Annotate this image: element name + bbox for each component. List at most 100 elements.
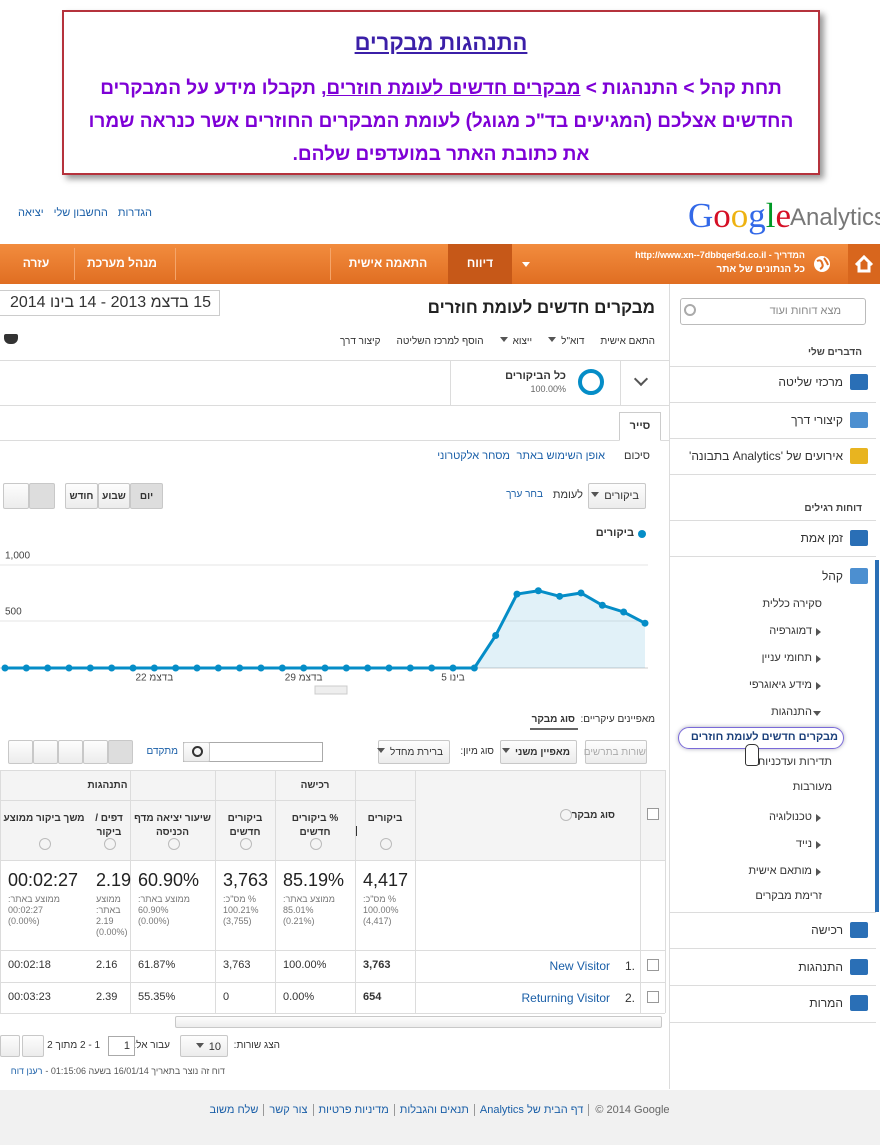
point bbox=[321, 664, 329, 672]
nav-separator bbox=[330, 248, 331, 280]
sidebar-subitem[interactable]: מידע גיאוגרפי bbox=[748, 679, 812, 691]
sidebar-subitem[interactable]: תדירות ועדכניות bbox=[757, 756, 832, 768]
separator bbox=[0, 360, 669, 361]
sidebar-item[interactable]: התנהגות bbox=[798, 960, 843, 974]
sidebar-subitem[interactable]: טכנולוגיה bbox=[768, 811, 812, 823]
toolbar-item[interactable]: ייצוא bbox=[500, 336, 533, 347]
row-cell: 3,763 bbox=[363, 959, 391, 971]
toolbar-item[interactable]: הוסף למרכז השליטה bbox=[396, 336, 484, 347]
view-button[interactable] bbox=[108, 740, 133, 764]
column-header[interactable]: % ביקורים חדשים bbox=[291, 813, 339, 838]
row-checkbox[interactable] bbox=[647, 991, 659, 1003]
sidebar-item[interactable]: המרות bbox=[809, 996, 843, 1010]
date-range[interactable]: 15 בדצמ 2013 - 14 בינו 2014 bbox=[0, 290, 220, 316]
view-button[interactable] bbox=[33, 740, 58, 764]
footer-link[interactable]: דף הבית של Analytics bbox=[475, 1104, 590, 1116]
separator bbox=[665, 770, 666, 1013]
subtab[interactable]: אופן השימוש באתר bbox=[516, 450, 606, 462]
row-cell: 100.00% bbox=[283, 959, 327, 971]
view-button[interactable] bbox=[58, 740, 83, 764]
explorer-tab[interactable]: סייר bbox=[619, 412, 661, 441]
point bbox=[108, 664, 116, 672]
sidebar-subitem[interactable]: מעורבות bbox=[792, 781, 832, 793]
secondary-dim[interactable]: מאפיין משני bbox=[500, 740, 577, 764]
sidebar-item[interactable]: זמן אמת bbox=[800, 531, 843, 545]
row-name[interactable]: New Visitor bbox=[549, 959, 610, 973]
header-link[interactable]: הגדרות bbox=[117, 207, 152, 219]
refresh-link[interactable]: רענן דוח bbox=[10, 1066, 43, 1076]
sidebar-item[interactable]: רכישה bbox=[811, 923, 843, 937]
metric-select[interactable]: ביקורים bbox=[588, 483, 646, 509]
nav-tab[interactable]: עזרה bbox=[22, 256, 50, 270]
prev-button[interactable] bbox=[0, 1035, 20, 1057]
sidebar-subitem[interactable]: התנהגות bbox=[771, 706, 812, 718]
row-name[interactable]: Returning Visitor bbox=[521, 991, 611, 1005]
period-button[interactable]: שבוע bbox=[98, 483, 130, 509]
sidebar-subitem[interactable]: סקירה כללית bbox=[762, 598, 822, 610]
primary-label: מאפיינים עיקריים: bbox=[580, 714, 655, 725]
nav-tab[interactable]: מנהל מערכת bbox=[86, 256, 157, 270]
nav-separator bbox=[175, 248, 176, 280]
point bbox=[193, 664, 201, 672]
footer-link[interactable]: מדיניות פרטיות bbox=[314, 1104, 395, 1116]
period-button[interactable]: חודש bbox=[65, 483, 98, 509]
header-link[interactable]: יציאה bbox=[18, 207, 44, 219]
chevron[interactable] bbox=[633, 371, 649, 387]
chart-type-button[interactable] bbox=[3, 483, 29, 509]
footer-link[interactable]: תנאים והגבלות bbox=[395, 1104, 475, 1116]
subtab[interactable]: מסחר אלקטרוני bbox=[437, 450, 510, 462]
column-header[interactable]: ביקורים bbox=[367, 813, 403, 824]
toolbar-item[interactable]: התאם אישית bbox=[600, 336, 655, 347]
sidebar-subitem[interactable]: נייד bbox=[795, 838, 812, 850]
toolbar-item[interactable]: קיצור דרך bbox=[339, 336, 381, 347]
scrollbar[interactable] bbox=[175, 1016, 662, 1028]
sidebar-item[interactable]: קיצורי דרך bbox=[791, 413, 843, 427]
sidebar-border bbox=[669, 284, 670, 1089]
globe-icon bbox=[814, 256, 830, 272]
column-header[interactable]: משך ביקור ממוצע bbox=[3, 813, 85, 824]
view-button[interactable] bbox=[8, 740, 33, 764]
toolbar-item[interactable]: דוא"ל bbox=[548, 336, 584, 347]
chart-type-button[interactable] bbox=[29, 483, 55, 509]
sidebar-subitem[interactable]: דמוגרפיה bbox=[769, 625, 812, 637]
separator bbox=[670, 948, 876, 949]
checkbox[interactable] bbox=[647, 808, 659, 820]
sidebar-subitem[interactable]: מותאם אישית bbox=[748, 865, 812, 877]
column-header[interactable]: דפים / ביקור bbox=[95, 813, 123, 838]
sort-select[interactable]: ברירת מחדל bbox=[378, 740, 450, 764]
sidebar-search[interactable]: מצא דוחות ועוד bbox=[680, 298, 866, 325]
footer-link[interactable]: צור קשר bbox=[264, 1104, 314, 1116]
sidebar-subitem[interactable]: תחומי עניין bbox=[761, 652, 812, 664]
nav-tab[interactable]: התאמה אישית bbox=[348, 256, 428, 270]
sidebar-icon bbox=[850, 412, 868, 428]
nav-dropdown[interactable] bbox=[522, 262, 530, 271]
header-link[interactable]: החשבון שלי bbox=[53, 207, 108, 219]
sidebar-subitem[interactable]: מבקרים חדשים לעומת חוזרים bbox=[690, 731, 838, 743]
total-sub: % מס"כ: bbox=[363, 894, 397, 904]
nav-tab[interactable]: דיווח bbox=[466, 256, 494, 270]
view-button[interactable] bbox=[83, 740, 108, 764]
choose-metric[interactable]: בחר ערך bbox=[506, 489, 543, 500]
row-checkbox[interactable] bbox=[647, 959, 659, 971]
subtab[interactable]: סיכום bbox=[624, 450, 650, 462]
callout-title: התנהגות מבקרים bbox=[354, 30, 528, 55]
goto-input[interactable]: 1 bbox=[108, 1036, 135, 1056]
separator bbox=[275, 770, 276, 1013]
point bbox=[534, 587, 542, 595]
footer-link[interactable]: שלח משוב bbox=[205, 1104, 265, 1116]
column-header[interactable]: שיעור יציאה מדף הכניסה bbox=[134, 813, 211, 838]
period-button[interactable]: יום bbox=[130, 483, 163, 509]
rows-select[interactable]: 10 bbox=[180, 1035, 228, 1057]
column-header[interactable]: ביקורים חדשים bbox=[227, 813, 263, 838]
goto-label: עבור אל: bbox=[133, 1040, 170, 1051]
sidebar-item[interactable]: קהל bbox=[821, 569, 843, 583]
total-value: 4,417 bbox=[363, 870, 409, 890]
site-url: http://www.xn--7dbbqer5d.co.il - המדריך bbox=[635, 250, 805, 260]
sidebar-strip bbox=[875, 560, 879, 912]
advanced-link[interactable]: מתקדם bbox=[146, 746, 178, 757]
sidebar-item[interactable]: אירועים של 'Analytics בתבונה' bbox=[689, 449, 843, 463]
home-button[interactable] bbox=[848, 244, 880, 284]
next-button[interactable] bbox=[22, 1035, 44, 1057]
sidebar-subitem[interactable]: זרימת מבקרים bbox=[755, 890, 822, 902]
sidebar-item[interactable]: מרכזי שליטה bbox=[778, 375, 843, 389]
